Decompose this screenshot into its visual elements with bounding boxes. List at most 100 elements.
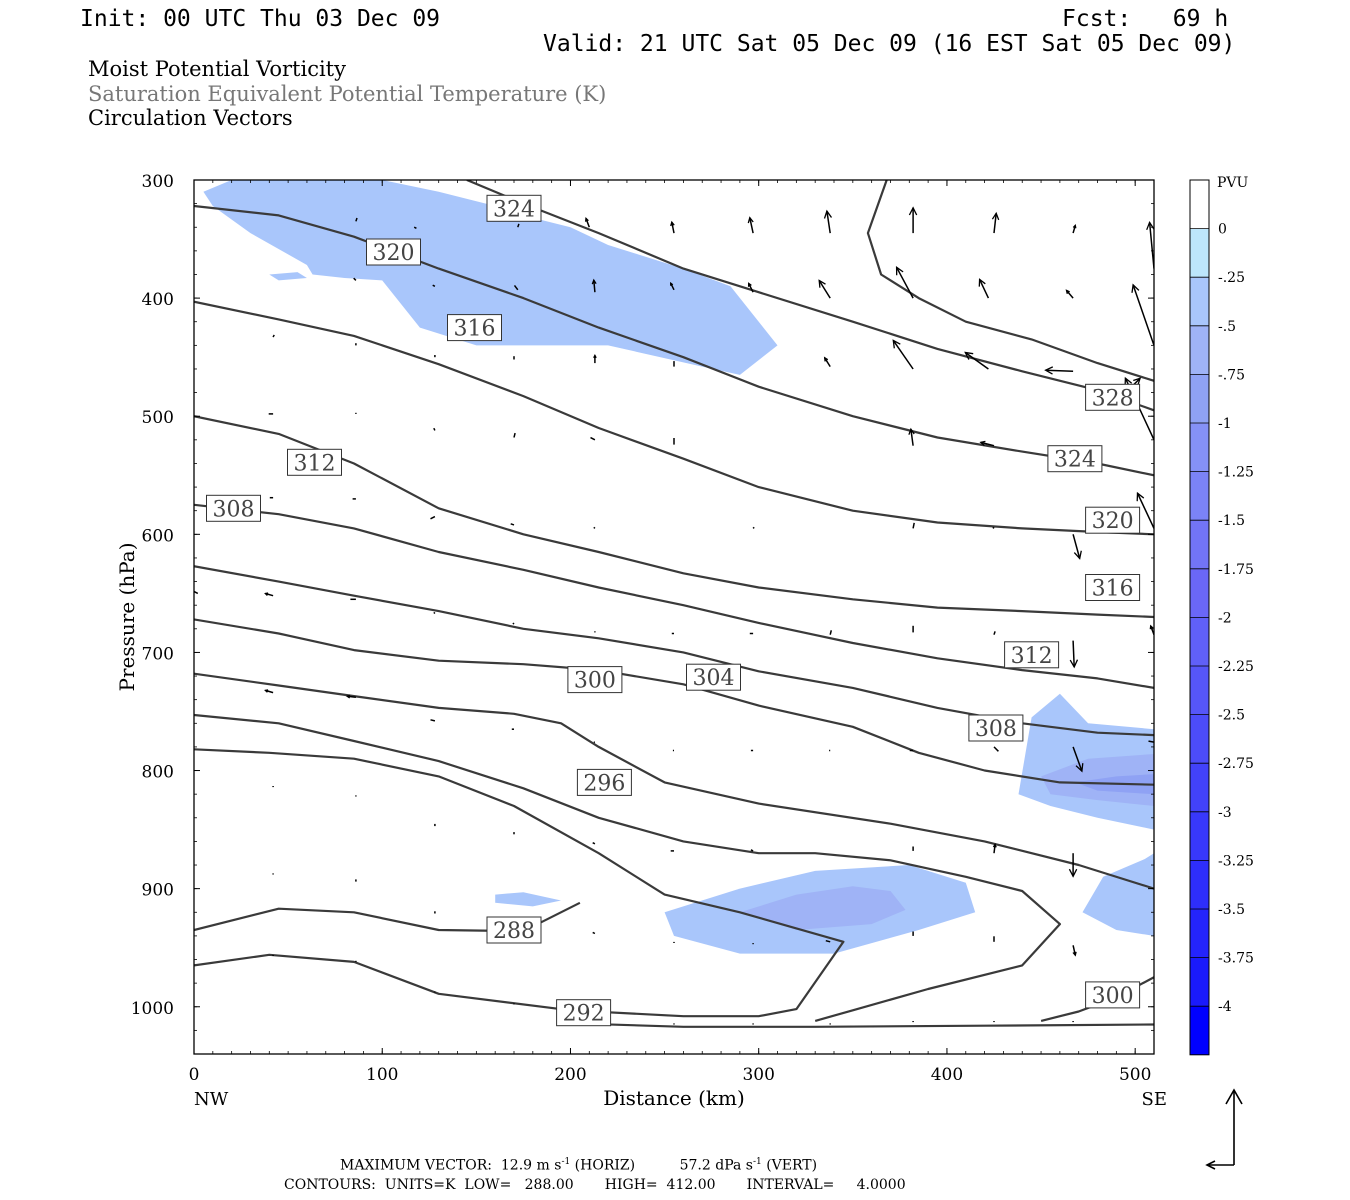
contour-info: CONTOURS: UNITS=K LOW= 288.00 HIGH= 412.… (284, 1177, 906, 1193)
colorbar-swatch-10 (1190, 666, 1209, 715)
svg-text:292: 292 (563, 1002, 605, 1027)
colorbar-label-1: -.25 (1218, 270, 1245, 286)
vector-arrow-5 (747, 216, 754, 234)
x-end-label-nw: NW (194, 1089, 229, 1110)
pv-region-8 (1082, 853, 1154, 936)
contour-312-8 (194, 503, 1154, 689)
circulation-vectors (194, 206, 1154, 1025)
vector-arrow-43 (1136, 491, 1154, 529)
vert-tag: (VERT) (766, 1157, 818, 1174)
contour-label-292-9: 292 (556, 999, 612, 1027)
init-time: Init: 00 UTC Thu 03 Dec 09 (80, 6, 441, 32)
colorbar-swatch-11 (1190, 714, 1209, 764)
colorbar-swatch-1 (1190, 228, 1209, 278)
vector-arrow-87 (1068, 853, 1078, 878)
contour-300-4 (194, 672, 1154, 890)
contour-label-324-11: 324 (1047, 445, 1103, 473)
horiz-tag: (HORIZ) (574, 1157, 636, 1174)
contour-label-300-16: 300 (1085, 981, 1141, 1009)
field-title-pv: Moist Potential Vorticity (88, 57, 346, 81)
colorbar-label-0: 0 (1218, 222, 1227, 238)
valid-time: Valid: 21 UTC Sat 05 Dec 09 (16 EST Sat … (543, 31, 1236, 57)
svg-text:320: 320 (373, 241, 415, 266)
y-tick-label-500: 500 (142, 408, 174, 428)
contour-label-300-5: 300 (567, 666, 623, 694)
svg-text:328: 328 (1092, 386, 1134, 411)
colorbar-swatch-5 (1190, 423, 1209, 472)
vector-arrow-2 (517, 223, 520, 228)
y-tick-label-700: 700 (142, 644, 174, 664)
max-vector-line: MAXIMUM VECTOR: 12.9 m s-1 (HORIZ) 57.2 … (340, 1158, 817, 1173)
vector-arrow-67 (345, 694, 356, 699)
vector-arrow-36 (433, 427, 436, 431)
colorbar-label-16: -4 (1218, 999, 1232, 1015)
svg-text:296: 296 (583, 771, 625, 796)
colorbar-swatch-13 (1190, 811, 1209, 861)
x-axis-title: Distance (km) (603, 1086, 745, 1110)
y-tick-label-300: 300 (142, 172, 174, 192)
svg-text:316: 316 (1092, 577, 1134, 602)
vector-arrow-98 (1072, 945, 1077, 957)
contour-292-1 (194, 748, 845, 1018)
contour-316-9 (194, 415, 1154, 619)
contour-328-13 (866, 180, 1154, 382)
vector-arrow-63 (993, 631, 996, 635)
y-tick-label-900: 900 (142, 881, 174, 901)
vector-arrow-47 (510, 523, 515, 526)
vector-arrow-40 (908, 427, 915, 446)
contour-label-304-6: 304 (686, 663, 741, 691)
colorbar-swatch-14 (1190, 860, 1209, 909)
vector-arrow-38 (590, 436, 596, 441)
vector-arrow-14 (513, 284, 519, 291)
vector-arrow-15 (591, 278, 597, 293)
colorbar-swatch-16 (1190, 957, 1209, 1007)
colorbar-swatch-6 (1190, 471, 1209, 521)
colorbar-label-6: -1.5 (1218, 513, 1245, 529)
pv-region-4 (739, 886, 906, 930)
colorbar-label-9: -2.25 (1218, 659, 1254, 675)
svg-text:308: 308 (975, 717, 1017, 742)
contour-328-12 (466, 180, 1154, 412)
forecast-hour: Fcst: 69 h (1062, 6, 1229, 32)
colorbar-swatch-7 (1190, 520, 1209, 569)
colorbar-label-2: -.5 (1218, 319, 1236, 335)
contour-label-320-12: 320 (1085, 506, 1141, 534)
contour-label-288-8: 288 (486, 916, 542, 944)
colorbar-label-4: -1 (1218, 416, 1232, 432)
vector-arrow-76 (1072, 746, 1084, 773)
svg-text:300: 300 (1092, 984, 1134, 1009)
vector-arrow-51 (992, 526, 995, 529)
vector-arrow-21 (1065, 289, 1074, 299)
vector-arrow-18 (818, 279, 831, 299)
svg-text:312: 312 (1011, 644, 1053, 669)
contour-label-312-14: 312 (1004, 641, 1060, 669)
vector-arrow-4 (670, 220, 675, 234)
contour-label-316-13: 316 (1085, 574, 1141, 602)
contour-label-308-15: 308 (968, 714, 1024, 742)
vector-arrow-29 (892, 339, 914, 370)
svg-text:304: 304 (693, 666, 735, 691)
vector-arrow-57 (512, 622, 515, 625)
vector-arrow-8 (991, 211, 1000, 234)
contour-320-10 (194, 300, 1154, 536)
vector-arrow-84 (750, 849, 754, 852)
vector-arrow-13 (432, 284, 436, 287)
reference-vector-icon (1205, 1088, 1243, 1170)
y-tick-label-1000: 1000 (131, 999, 174, 1019)
vector-arrow-30 (964, 351, 989, 370)
vector-arrow-22 (272, 334, 275, 338)
plot-frame (193, 179, 1155, 1055)
colorbar-label-11: -2.75 (1218, 756, 1254, 772)
svg-text:312: 312 (294, 451, 336, 476)
pv-shading (203, 180, 1154, 954)
vector-arrow-61 (829, 630, 833, 635)
colorbar-swatch-9 (1190, 617, 1209, 666)
vector-arrow-1 (413, 226, 417, 229)
svg-text:288: 288 (493, 919, 535, 944)
colorbar-label-14: -3.5 (1218, 902, 1245, 918)
y-tick-label-400: 400 (142, 290, 174, 310)
vector-arrow-41 (979, 440, 995, 447)
field-title-theta-e: Saturation Equivalent Potential Temperat… (88, 82, 607, 106)
vector-arrow-16 (670, 281, 675, 291)
colorbar-swatch-8 (1190, 568, 1209, 618)
